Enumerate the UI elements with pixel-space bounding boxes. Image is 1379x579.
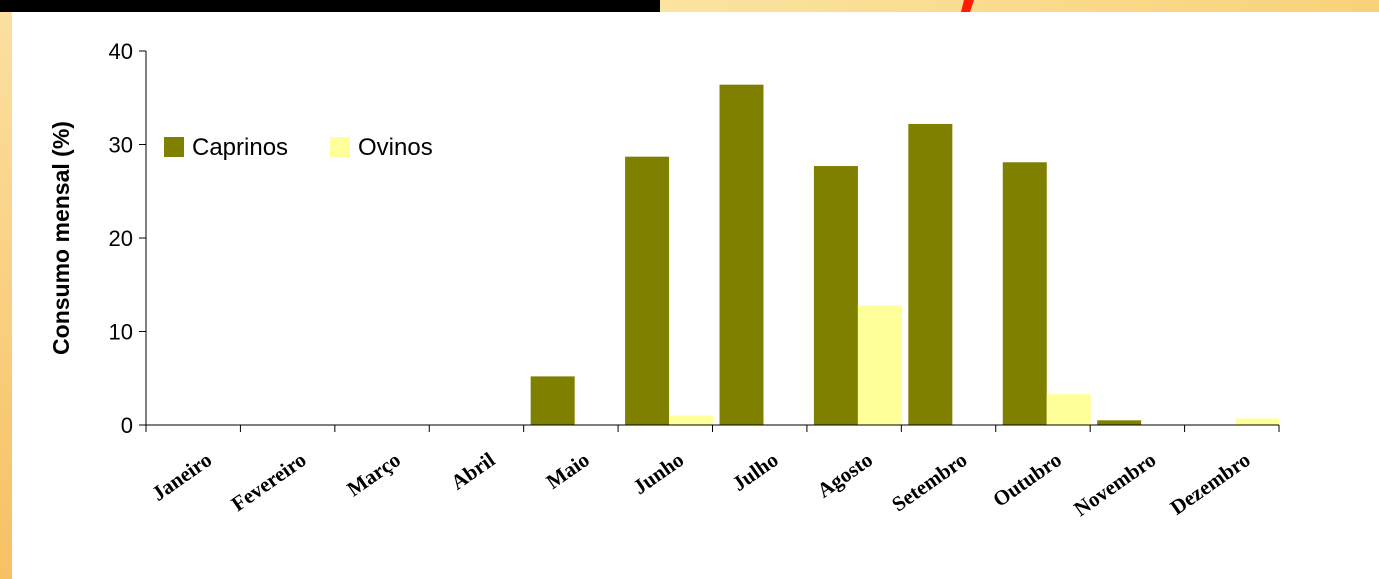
x-ticks: Janeiro Fevereiro Março Abril Maio Junho Julho…: [145, 425, 1280, 521]
bar-caprinos-outubro: [1002, 162, 1047, 425]
legend-swatch-caprinos: [164, 137, 184, 157]
x-tick-label: Julho: [728, 447, 783, 495]
chart-legend: Caprinos Ovinos: [164, 134, 433, 161]
left-accent-strip: [0, 12, 12, 579]
top-accent-bar: [660, 0, 1379, 12]
y-tick-label: 30: [109, 133, 133, 158]
y-tick-label: 10: [109, 320, 133, 345]
y-axis-label: Consumo mensal (%): [48, 121, 74, 355]
top-decorative-bar: [0, 0, 660, 12]
legend-swatch-ovinos: [330, 137, 350, 157]
x-tick-label: Agosto: [813, 447, 877, 502]
y-ticks: 0 10 20 30 40: [109, 39, 146, 438]
bar-caprinos-novembro: [1097, 420, 1142, 425]
bar-caprinos-setembro: [908, 123, 953, 426]
legend-label-caprinos: Caprinos: [192, 134, 288, 161]
y-tick-label: 40: [109, 39, 133, 64]
x-tick-label: Novembro: [1069, 447, 1160, 521]
bar-ovinos-junho: [669, 415, 714, 425]
bar-caprinos-junho: [625, 156, 670, 425]
x-tick-label: Abril: [446, 447, 499, 494]
y-tick-label: 20: [109, 226, 133, 251]
bar-caprinos-maio: [530, 376, 575, 425]
x-tick-label: Junho: [628, 447, 688, 499]
x-tick-label: Dezembro: [1166, 447, 1255, 519]
y-tick-label: 0: [121, 413, 133, 438]
x-tick-label: Março: [342, 447, 404, 501]
x-tick-label: Setembro: [887, 447, 971, 516]
x-tick-label: Outubro: [988, 447, 1066, 511]
bar-caprinos-agosto: [813, 166, 858, 425]
bar-ovinos-agosto: [857, 305, 902, 425]
bar-ovinos-outubro: [1046, 394, 1091, 425]
x-tick-label: Janeiro: [147, 447, 216, 505]
red-accent-mark: [961, 0, 974, 12]
x-tick-label: Fevereiro: [227, 447, 311, 516]
x-tick-label: Maio: [542, 447, 594, 493]
legend-label-ovinos: Ovinos: [358, 134, 433, 161]
bar-ovinos-dezembro: [1235, 418, 1280, 425]
bars-layer: [530, 84, 1280, 426]
bar-caprinos-julho: [719, 84, 764, 425]
